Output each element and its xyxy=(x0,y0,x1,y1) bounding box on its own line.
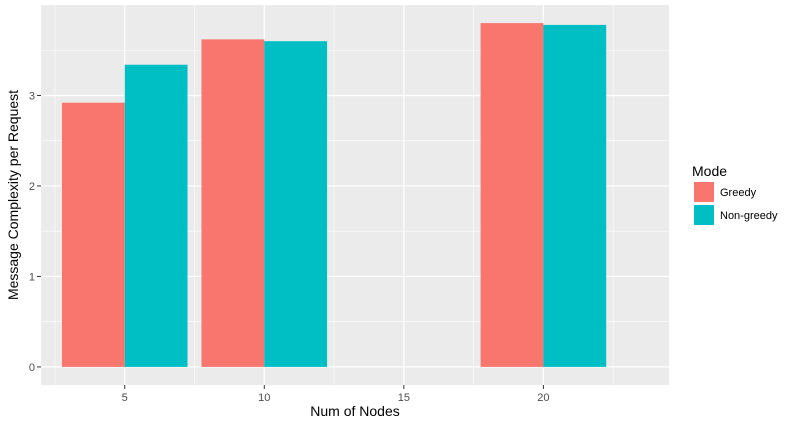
legend-label: Greedy xyxy=(720,187,757,199)
bar-non-greedy-5 xyxy=(124,64,188,367)
y-tick-label: 1 xyxy=(29,271,35,283)
x-axis-ticks: 5 10 15 20 xyxy=(122,385,550,404)
bar-greedy-5 xyxy=(61,102,125,367)
bars xyxy=(61,23,607,367)
y-axis-title: Message Complexity per Request xyxy=(5,90,21,300)
x-axis-title: Num of Nodes xyxy=(310,403,399,419)
legend: Mode Greedy Non-greedy xyxy=(692,163,778,225)
bar-greedy-20 xyxy=(480,23,544,367)
legend-label: Non-greedy xyxy=(720,210,778,222)
bar-non-greedy-20 xyxy=(543,24,607,367)
x-tick-label: 20 xyxy=(537,392,549,404)
y-tick-label: 0 xyxy=(29,362,35,374)
x-tick-label: 5 xyxy=(122,392,128,404)
y-tick-label: 3 xyxy=(29,90,35,102)
y-tick-label: 2 xyxy=(29,181,35,193)
x-tick-label: 10 xyxy=(258,392,270,404)
bar-non-greedy-10 xyxy=(264,41,328,367)
y-axis-ticks: 0 1 2 3 xyxy=(29,90,41,374)
legend-key-non-greedy xyxy=(694,205,714,225)
bar-greedy-10 xyxy=(201,39,265,367)
x-tick-label: 15 xyxy=(398,392,410,404)
legend-title: Mode xyxy=(692,163,727,179)
legend-key-greedy xyxy=(694,182,714,202)
